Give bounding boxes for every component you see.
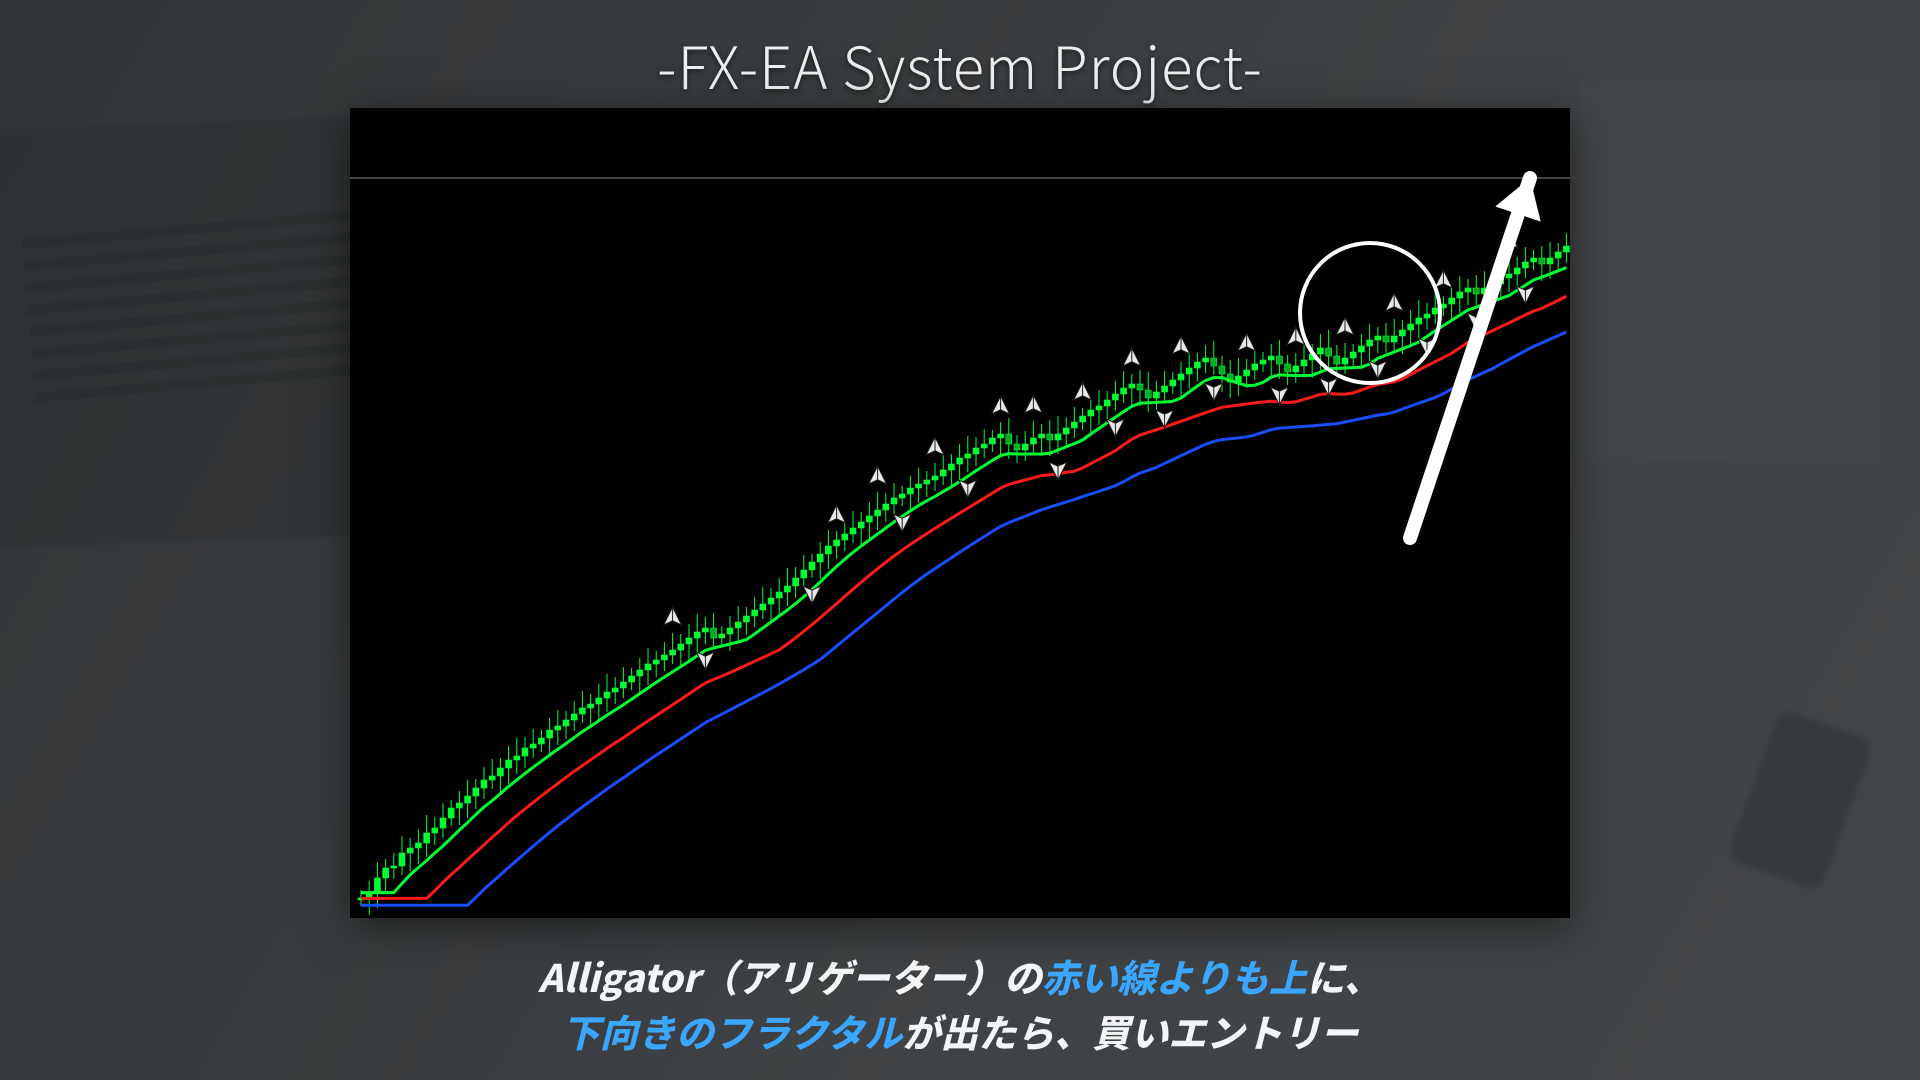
caption-line2-part1: が出たら、買いエントリー <box>902 1003 1358 1058</box>
caption-line2-accent: 下向きのフラクタル <box>562 1003 902 1058</box>
slide-stage: -FX-EA System Project- Alligator（アリゲーター）… <box>0 0 1920 1080</box>
chart-svg <box>350 108 1570 918</box>
page-title: -FX-EA System Project- <box>0 22 1920 106</box>
caption-text: Alligator（アリゲーター）の赤い線よりも上に、 下向きのフラクタルが出た… <box>0 948 1920 1058</box>
caption-line1-part2: に、 <box>1307 948 1382 1003</box>
caption-line1-accent: 赤い線よりも上 <box>1042 948 1307 1003</box>
price-chart <box>350 108 1570 918</box>
caption-line1-part1: Alligator（アリゲーター）の <box>538 948 1041 1003</box>
